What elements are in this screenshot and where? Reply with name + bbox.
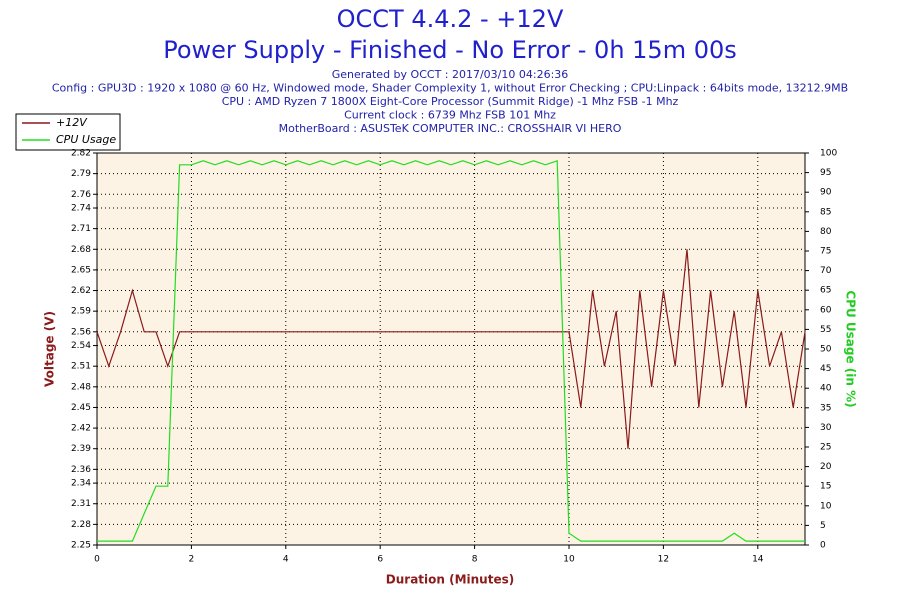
x-tick-label: 12 — [658, 555, 669, 565]
y2-tick-label: 10 — [820, 501, 832, 511]
y2-tick-label: 25 — [820, 443, 831, 453]
y2-tick-label: 45 — [820, 364, 831, 374]
y2-tick-label: 60 — [820, 305, 832, 315]
info-line: Generated by OCCT : 2017/03/10 04:26:36 — [332, 68, 569, 81]
y2-tick-label: 35 — [820, 403, 831, 413]
y-tick-label: 2.28 — [71, 520, 91, 530]
y-tick-label: 2.45 — [71, 403, 91, 413]
info-line: MotherBoard : ASUSTeK COMPUTER INC.: CRO… — [279, 122, 622, 135]
y2-tick-label: 55 — [820, 325, 831, 335]
y-tick-label: 2.74 — [71, 204, 91, 214]
y2-tick-label: 40 — [820, 384, 832, 394]
x-tick-label: 4 — [283, 555, 289, 565]
y-tick-label: 2.56 — [71, 327, 91, 337]
y2-tick-label: 100 — [820, 149, 837, 159]
y-tick-label: 2.68 — [71, 245, 91, 255]
y-tick-label: 2.54 — [71, 341, 91, 351]
chart-title: OCCT 4.4.2 - +12V — [337, 5, 564, 33]
legend — [15, 113, 121, 151]
y2-tick-label: 85 — [820, 207, 831, 217]
y-tick-label: 2.31 — [71, 499, 91, 509]
y-tick-label: 2.79 — [71, 169, 91, 179]
y2-tick-label: 5 — [820, 521, 826, 531]
chart-subtitle: Power Supply - Finished - No Error - 0h … — [163, 36, 737, 64]
y2-tick-label: 20 — [820, 462, 832, 472]
y-tick-label: 2.25 — [71, 541, 91, 551]
y2-tick-label: 80 — [820, 227, 832, 237]
x-axis-title: Duration (Minutes) — [386, 573, 514, 587]
y-tick-label: 2.65 — [71, 265, 91, 275]
y-axis-title: Voltage (V) — [43, 311, 57, 387]
plot-area — [96, 152, 806, 546]
y2-axis-title: CPU Usage (in %) — [844, 290, 858, 407]
y2-tick-label: 75 — [820, 247, 831, 257]
y2-tick-label: 15 — [820, 482, 831, 492]
x-tick-label: 14 — [752, 555, 764, 565]
info-line: CPU : AMD Ryzen 7 1800X Eight-Core Proce… — [222, 95, 679, 108]
x-tick-label: 10 — [563, 555, 575, 565]
data-line — [97, 159, 805, 542]
y-tick-label: 2.42 — [71, 424, 91, 434]
y-tick-label: 2.59 — [71, 307, 91, 317]
y2-tick-label: 30 — [820, 423, 832, 433]
y-tick-label: 2.71 — [71, 224, 91, 234]
info-line: Config : GPU3D : 1920 x 1080 @ 60 Hz, Wi… — [52, 82, 848, 95]
y2-tick-label: 90 — [820, 188, 832, 198]
y2-tick-label: 0 — [820, 541, 826, 551]
x-tick-label: 8 — [472, 555, 478, 565]
x-tick-label: 6 — [377, 555, 383, 565]
y-tick-label: 2.39 — [71, 444, 91, 454]
y-tick-label: 2.36 — [71, 465, 91, 475]
info-line: Current clock : 6739 Mhz FSB 101 Mhz — [344, 109, 556, 122]
y2-tick-label: 65 — [820, 286, 831, 296]
y-tick-label: 2.62 — [71, 286, 91, 296]
y-tick-label: 2.48 — [71, 382, 91, 392]
y-tick-label: 2.34 — [71, 479, 91, 489]
y2-tick-label: 50 — [820, 345, 832, 355]
x-tick-label: 2 — [189, 555, 195, 565]
data-line — [96, 249, 806, 449]
y-tick-label: 2.51 — [71, 362, 91, 372]
legend-label: CPU Usage — [56, 133, 116, 146]
y2-tick-label: 70 — [820, 266, 832, 276]
y2-tick-label: 95 — [820, 168, 831, 178]
x-tick-label: 0 — [94, 555, 100, 565]
y-tick-label: 2.76 — [71, 190, 91, 200]
y-tick-label: 2.82 — [71, 149, 91, 159]
legend-label: +12V — [56, 116, 88, 129]
